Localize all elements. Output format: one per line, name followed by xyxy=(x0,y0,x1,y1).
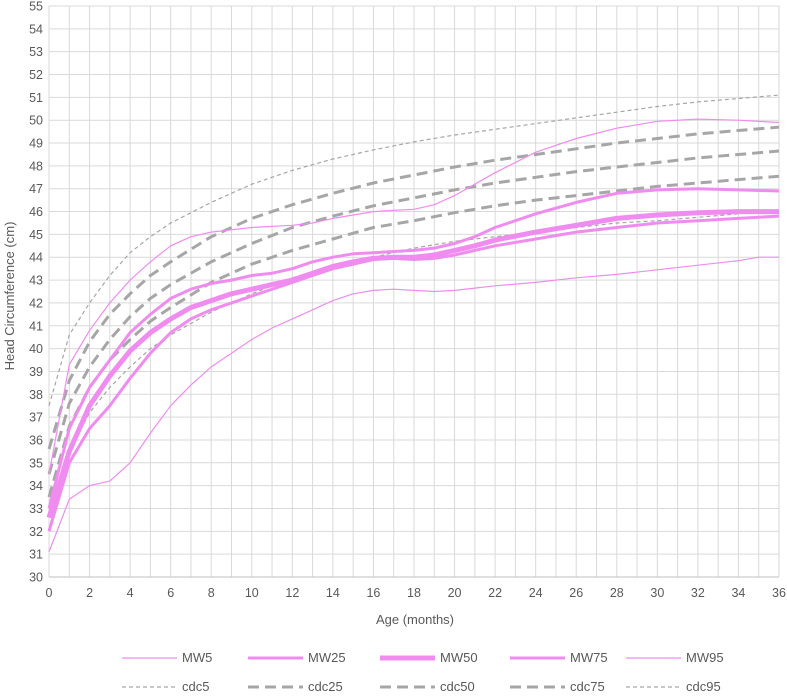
x-tick-label: 34 xyxy=(731,586,745,600)
y-axis-title: Head Circumference (cm) xyxy=(2,222,17,371)
x-tick-label: 20 xyxy=(448,586,462,600)
gridlines xyxy=(48,5,780,578)
x-tick-label: 28 xyxy=(610,586,624,600)
y-tick-label: 43 xyxy=(29,274,43,288)
series-line-cdc25 xyxy=(47,174,780,498)
y-tick-label: 50 xyxy=(29,114,43,128)
y-tick-label: 40 xyxy=(29,342,43,356)
y-tick-label: 46 xyxy=(29,205,43,219)
y-tick-label: 34 xyxy=(29,479,43,493)
x-tick-label: 36 xyxy=(772,586,786,600)
y-tick-label: 49 xyxy=(29,137,43,151)
series-line-cdc50 xyxy=(47,149,780,475)
y-tick-label: 54 xyxy=(29,22,43,36)
y-tick-label: 52 xyxy=(29,68,43,82)
y-tick-label: 44 xyxy=(29,251,43,265)
legend-label-cdc50: cdc50 xyxy=(440,679,475,694)
y-tick-label: 42 xyxy=(29,296,43,310)
y-tick-label: 36 xyxy=(29,433,43,447)
x-tick-label: 12 xyxy=(285,586,299,600)
y-tick-label: 51 xyxy=(29,91,43,105)
x-tick-label: 24 xyxy=(529,586,543,600)
legend-label-cdc25: cdc25 xyxy=(308,679,343,694)
legend-label-mw75: MW75 xyxy=(570,650,608,665)
x-axis-title: Age (months) xyxy=(376,612,454,627)
series-lines xyxy=(46,94,780,553)
y-tick-label: 41 xyxy=(29,319,43,333)
tick-labels: 0 2 4 6 8 10 12 14 16 18 20 22 24 26 28 30 32 34 363031323… xyxy=(29,0,786,600)
legend-label-cdc95: cdc95 xyxy=(686,679,721,694)
x-tick-label: 14 xyxy=(326,586,340,600)
x-tick-label: 32 xyxy=(691,586,705,600)
x-tick-label: 10 xyxy=(245,586,259,600)
x-tick-label: 26 xyxy=(569,586,583,600)
x-tick-label: 6 xyxy=(167,586,174,600)
legend: MW5 MW25 MW50 MW75 MW95 cdc5 cdc25 cdc50 cdc75 cd… xyxy=(122,650,724,694)
series-line-cdc95 xyxy=(48,94,780,406)
y-tick-label: 38 xyxy=(29,388,43,402)
series-line-mw95 xyxy=(48,118,780,475)
series-line-cdc75 xyxy=(47,125,780,450)
series-line-mw5 xyxy=(48,256,779,553)
series-line-mw50 xyxy=(46,209,779,519)
x-tick-label: 18 xyxy=(407,586,421,600)
y-tick-label: 33 xyxy=(29,502,43,516)
x-tick-label: 30 xyxy=(650,586,664,600)
y-tick-label: 55 xyxy=(29,0,43,14)
y-tick-label: 39 xyxy=(29,365,43,379)
y-tick-label: 37 xyxy=(29,411,43,425)
x-tick-label: 2 xyxy=(86,586,93,600)
x-tick-label: 4 xyxy=(127,586,134,600)
legend-label-cdc75: cdc75 xyxy=(570,679,605,694)
series-line-mw75 xyxy=(47,187,780,509)
y-tick-label: 32 xyxy=(29,525,43,539)
x-tick-label: 8 xyxy=(208,586,215,600)
y-tick-label: 35 xyxy=(29,456,43,470)
legend-label-mw50: MW50 xyxy=(440,650,478,665)
y-tick-label: 48 xyxy=(29,159,43,173)
y-tick-label: 47 xyxy=(29,182,43,196)
legend-label-mw95: MW95 xyxy=(686,650,724,665)
y-tick-label: 45 xyxy=(29,228,43,242)
x-tick-label: 16 xyxy=(366,586,380,600)
x-tick-label: 0 xyxy=(46,586,53,600)
legend-label-mw25: MW25 xyxy=(308,650,346,665)
legend-label-mw5: MW5 xyxy=(182,650,212,665)
y-tick-label: 30 xyxy=(29,571,43,585)
legend-label-cdc5: cdc5 xyxy=(182,679,209,694)
y-tick-label: 53 xyxy=(29,45,43,59)
x-tick-label: 22 xyxy=(488,586,502,600)
y-tick-label: 31 xyxy=(29,548,43,562)
